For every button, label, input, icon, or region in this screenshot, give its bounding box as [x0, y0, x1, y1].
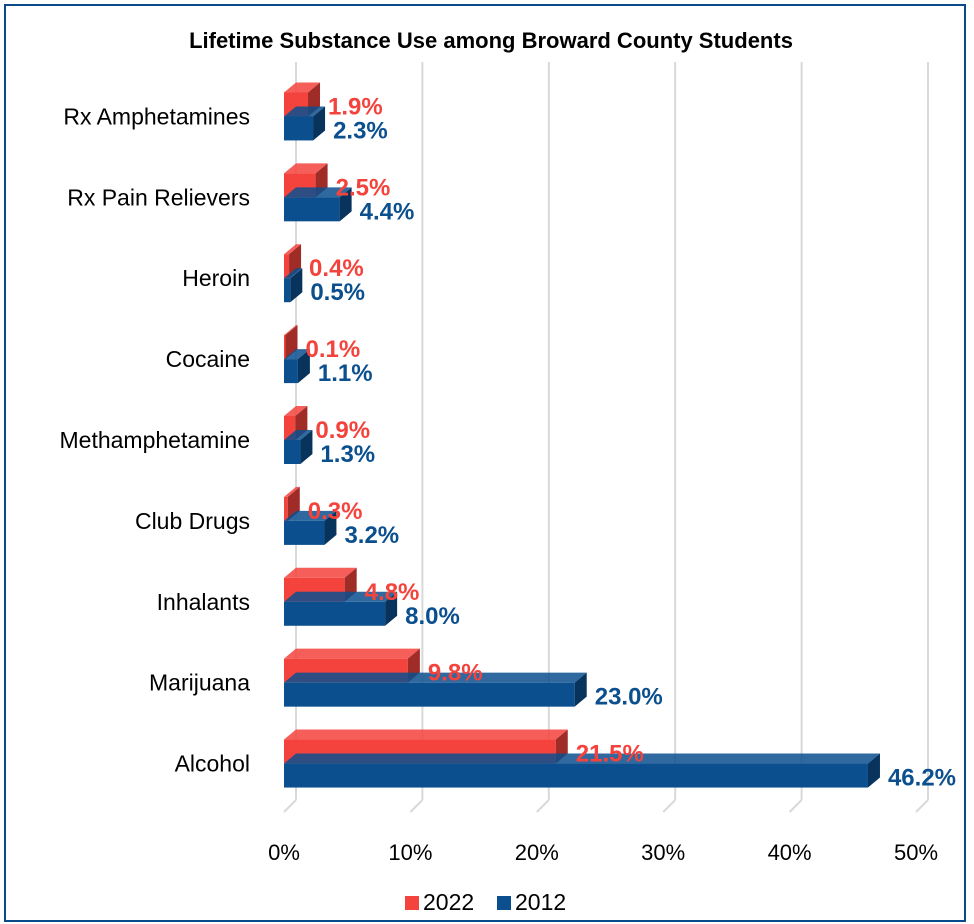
bar-side: [297, 349, 310, 384]
bar-top: [284, 510, 337, 521]
category-label: Rx Pain Relievers: [67, 184, 250, 210]
bar-side: [300, 430, 313, 464]
x-axis-ticks: 0% 10% 20% 30% 40% 50%: [268, 840, 938, 865]
bar-front: [284, 763, 868, 788]
data-label: 23.0%: [595, 684, 663, 711]
x-tick-label: 50%: [894, 840, 938, 865]
category-label: Marijuana: [149, 670, 250, 696]
category-label: Alcohol: [175, 751, 250, 777]
bar-top: [284, 82, 321, 93]
legend-label: 2012: [515, 889, 566, 915]
category-label: Inhalants: [157, 589, 250, 615]
bar-front: [284, 335, 286, 360]
bar-top: [284, 244, 302, 255]
bar-top: [284, 486, 300, 497]
data-label: 46.2%: [888, 765, 956, 792]
x-tick-label: 0%: [268, 840, 300, 865]
x-tick-label: 30%: [641, 840, 685, 865]
bar-top: [284, 672, 587, 683]
data-labels: 1.9%2.3% 2.5%4.4% 0.4%0.5% 0.1%1.1% 0.9%1.3%…: [306, 93, 957, 791]
bar-side: [290, 268, 303, 303]
bar-top: [284, 591, 398, 602]
gridline-floor: [915, 799, 929, 813]
data-label: 0.4%: [309, 255, 364, 282]
gridline-floor: [788, 799, 803, 813]
data-label: 1.3%: [320, 441, 375, 468]
bar-side: [313, 106, 326, 141]
data-label: 1.9%: [328, 93, 383, 120]
legend-swatch: [405, 896, 419, 910]
bar-side: [385, 591, 398, 626]
data-label: 0.1%: [306, 336, 361, 363]
category-label: Cocaine: [166, 346, 250, 372]
bar-top: [284, 268, 303, 279]
data-label: 3.2%: [344, 522, 399, 549]
bar-side: [574, 672, 587, 707]
bar-top: [284, 729, 568, 740]
bar-top: [284, 753, 880, 764]
data-label: 8.0%: [405, 603, 460, 630]
bar-front: [284, 496, 288, 521]
bar-front: [284, 278, 291, 303]
data-label: 0.9%: [315, 417, 370, 444]
data-label: 0.5%: [310, 279, 365, 306]
data-label: 1.1%: [318, 360, 373, 387]
category-label: Methamphetamine: [60, 427, 251, 453]
data-label: 4.4%: [360, 198, 415, 225]
bar-front: [284, 197, 340, 222]
bar-side: [324, 510, 337, 545]
bar-front: [284, 682, 575, 707]
category-label: Heroin: [182, 265, 250, 291]
category-label: Rx Amphetamines: [63, 103, 250, 129]
x-tick-label: 10%: [388, 840, 432, 865]
bar-top: [284, 406, 308, 416]
legend: 2022 2012: [405, 889, 566, 915]
bar-front: [284, 254, 290, 279]
bar-front: [284, 440, 301, 464]
bar-top: [284, 430, 313, 440]
bars: [284, 82, 880, 788]
category-label: Club Drugs: [135, 508, 250, 534]
bar-front: [284, 359, 298, 384]
x-tick-label: 20%: [515, 840, 559, 865]
data-label: 21.5%: [576, 741, 644, 768]
legend-label: 2022: [423, 889, 474, 915]
bar-front: [284, 520, 325, 545]
gridline-floor: [536, 799, 550, 813]
bar-side: [867, 753, 880, 788]
x-tick-label: 40%: [768, 840, 812, 865]
bar-front: [284, 601, 386, 626]
bar-top: [284, 187, 352, 198]
bar-side: [339, 187, 352, 222]
data-label: 4.8%: [365, 579, 420, 606]
bar-top: [284, 349, 310, 360]
data-label: 0.3%: [308, 498, 363, 525]
gridline-floor: [409, 799, 424, 813]
data-label: 2.5%: [336, 174, 391, 201]
data-label: 2.3%: [333, 117, 388, 144]
bar-front: [284, 416, 296, 440]
bar-top: [284, 648, 420, 659]
gridline-floor: [662, 799, 676, 813]
bar-top: [284, 567, 357, 578]
legend-swatch: [497, 896, 511, 910]
bar-front: [284, 116, 314, 141]
data-label: 9.8%: [428, 660, 483, 687]
bar-top: [284, 106, 326, 117]
bar-top: [284, 325, 298, 336]
bar-top: [284, 163, 328, 174]
gridline-floor: [283, 799, 297, 813]
category-labels: Rx Amphetamines Rx Pain Relievers Heroin Co…: [60, 103, 251, 776]
chart-title: Lifetime Substance Use among Broward Cou…: [189, 28, 793, 53]
